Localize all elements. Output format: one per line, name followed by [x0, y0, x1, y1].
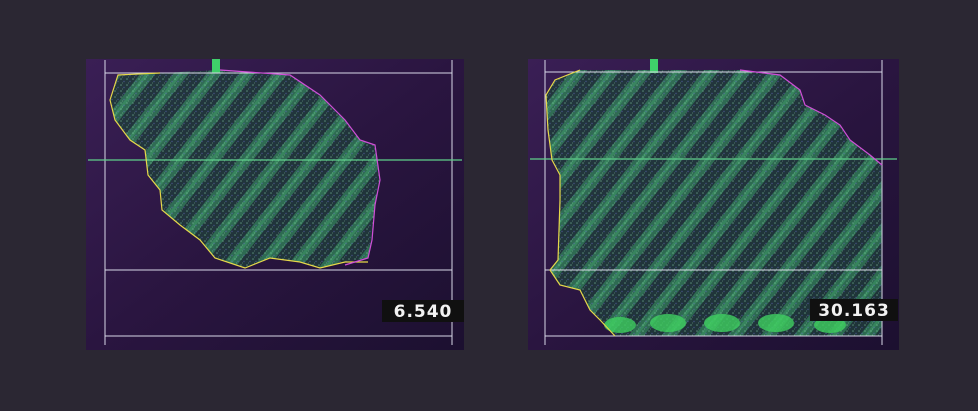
- panel-left: 6.540: [86, 59, 464, 350]
- panel-label: 6.540: [394, 302, 453, 322]
- speckle: [110, 70, 380, 268]
- label-box: [810, 299, 898, 321]
- label-box: [382, 300, 464, 322]
- boundary-yellow: [109, 72, 368, 269]
- panel-label: 30.163: [818, 301, 890, 321]
- marker: [650, 59, 658, 73]
- roi-lines: [104, 60, 453, 345]
- boundary-magenta: [219, 69, 381, 266]
- marker: [212, 59, 220, 73]
- bright-spots: [604, 314, 846, 333]
- boundary-yellow: [545, 69, 616, 337]
- roi-lines: [544, 60, 883, 345]
- panel-right: 30.163: [528, 59, 899, 350]
- boundary-magenta: [739, 69, 883, 166]
